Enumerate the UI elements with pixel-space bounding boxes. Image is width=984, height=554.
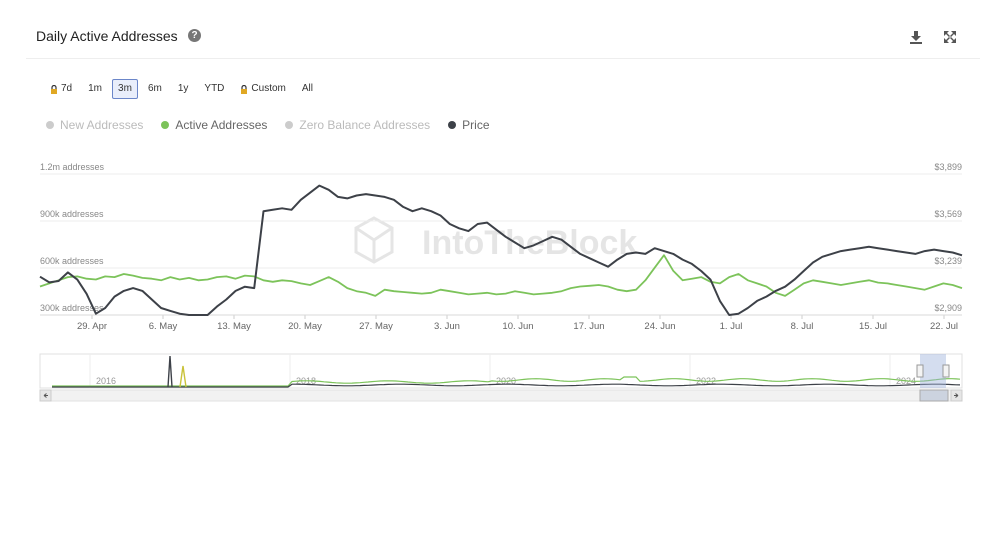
expand-icon[interactable] <box>942 29 958 45</box>
legend-item-zero-balance-addresses[interactable]: Zero Balance Addresses <box>285 118 430 132</box>
range-button-custom[interactable]: Custom <box>234 79 292 99</box>
legend-marker <box>46 121 54 129</box>
legend-label: Active Addresses <box>175 118 268 132</box>
legend-item-active-addresses[interactable]: Active Addresses <box>161 118 267 132</box>
range-button-7d[interactable]: 7d <box>44 79 79 99</box>
range-button-1m[interactable]: 1m <box>82 79 109 99</box>
download-icon[interactable] <box>908 29 924 45</box>
range-selector: 7d 1m 3m 6m 1y YTD Custom All <box>44 79 319 99</box>
chart-title: Daily Active Addresses <box>36 28 178 44</box>
range-button-label: 7d <box>61 83 73 94</box>
legend-marker <box>285 121 294 129</box>
range-button-all[interactable]: All <box>295 79 319 99</box>
range-button-label: 3m <box>118 83 132 94</box>
range-button-ytd[interactable]: YTD <box>198 79 231 99</box>
legend-item-price[interactable]: Price <box>448 118 490 132</box>
range-button-6m[interactable]: 6m <box>141 79 168 99</box>
legend-marker <box>161 121 170 129</box>
range-button-label: 1y <box>177 83 189 94</box>
legend-marker <box>448 121 457 129</box>
range-button-label: 6m <box>147 83 162 94</box>
help-icon[interactable]: ? <box>188 29 201 42</box>
legend-label: New Addresses <box>60 118 144 132</box>
range-button-label: YTD <box>204 83 225 94</box>
range-button-label: All <box>301 83 313 94</box>
lock-icon <box>51 84 57 94</box>
range-button-label: 1m <box>88 83 103 94</box>
legend-label: Zero Balance Addresses <box>299 118 431 132</box>
chart-card: Daily Active Addresses ? 7d 1m 3m 6m 1y YTD Cu… <box>22 10 980 410</box>
range-button-1y[interactable]: 1y <box>171 79 195 99</box>
legend-item-new-addresses[interactable]: New Addresses <box>46 118 143 132</box>
chart-legend: New Addresses Active Addresses Zero Balanc… <box>46 118 490 132</box>
header-divider <box>26 58 980 59</box>
range-button-3m[interactable]: 3m <box>112 79 138 99</box>
legend-label: Price <box>462 118 490 132</box>
lock-icon <box>241 84 248 94</box>
range-button-label: Custom <box>251 83 286 94</box>
